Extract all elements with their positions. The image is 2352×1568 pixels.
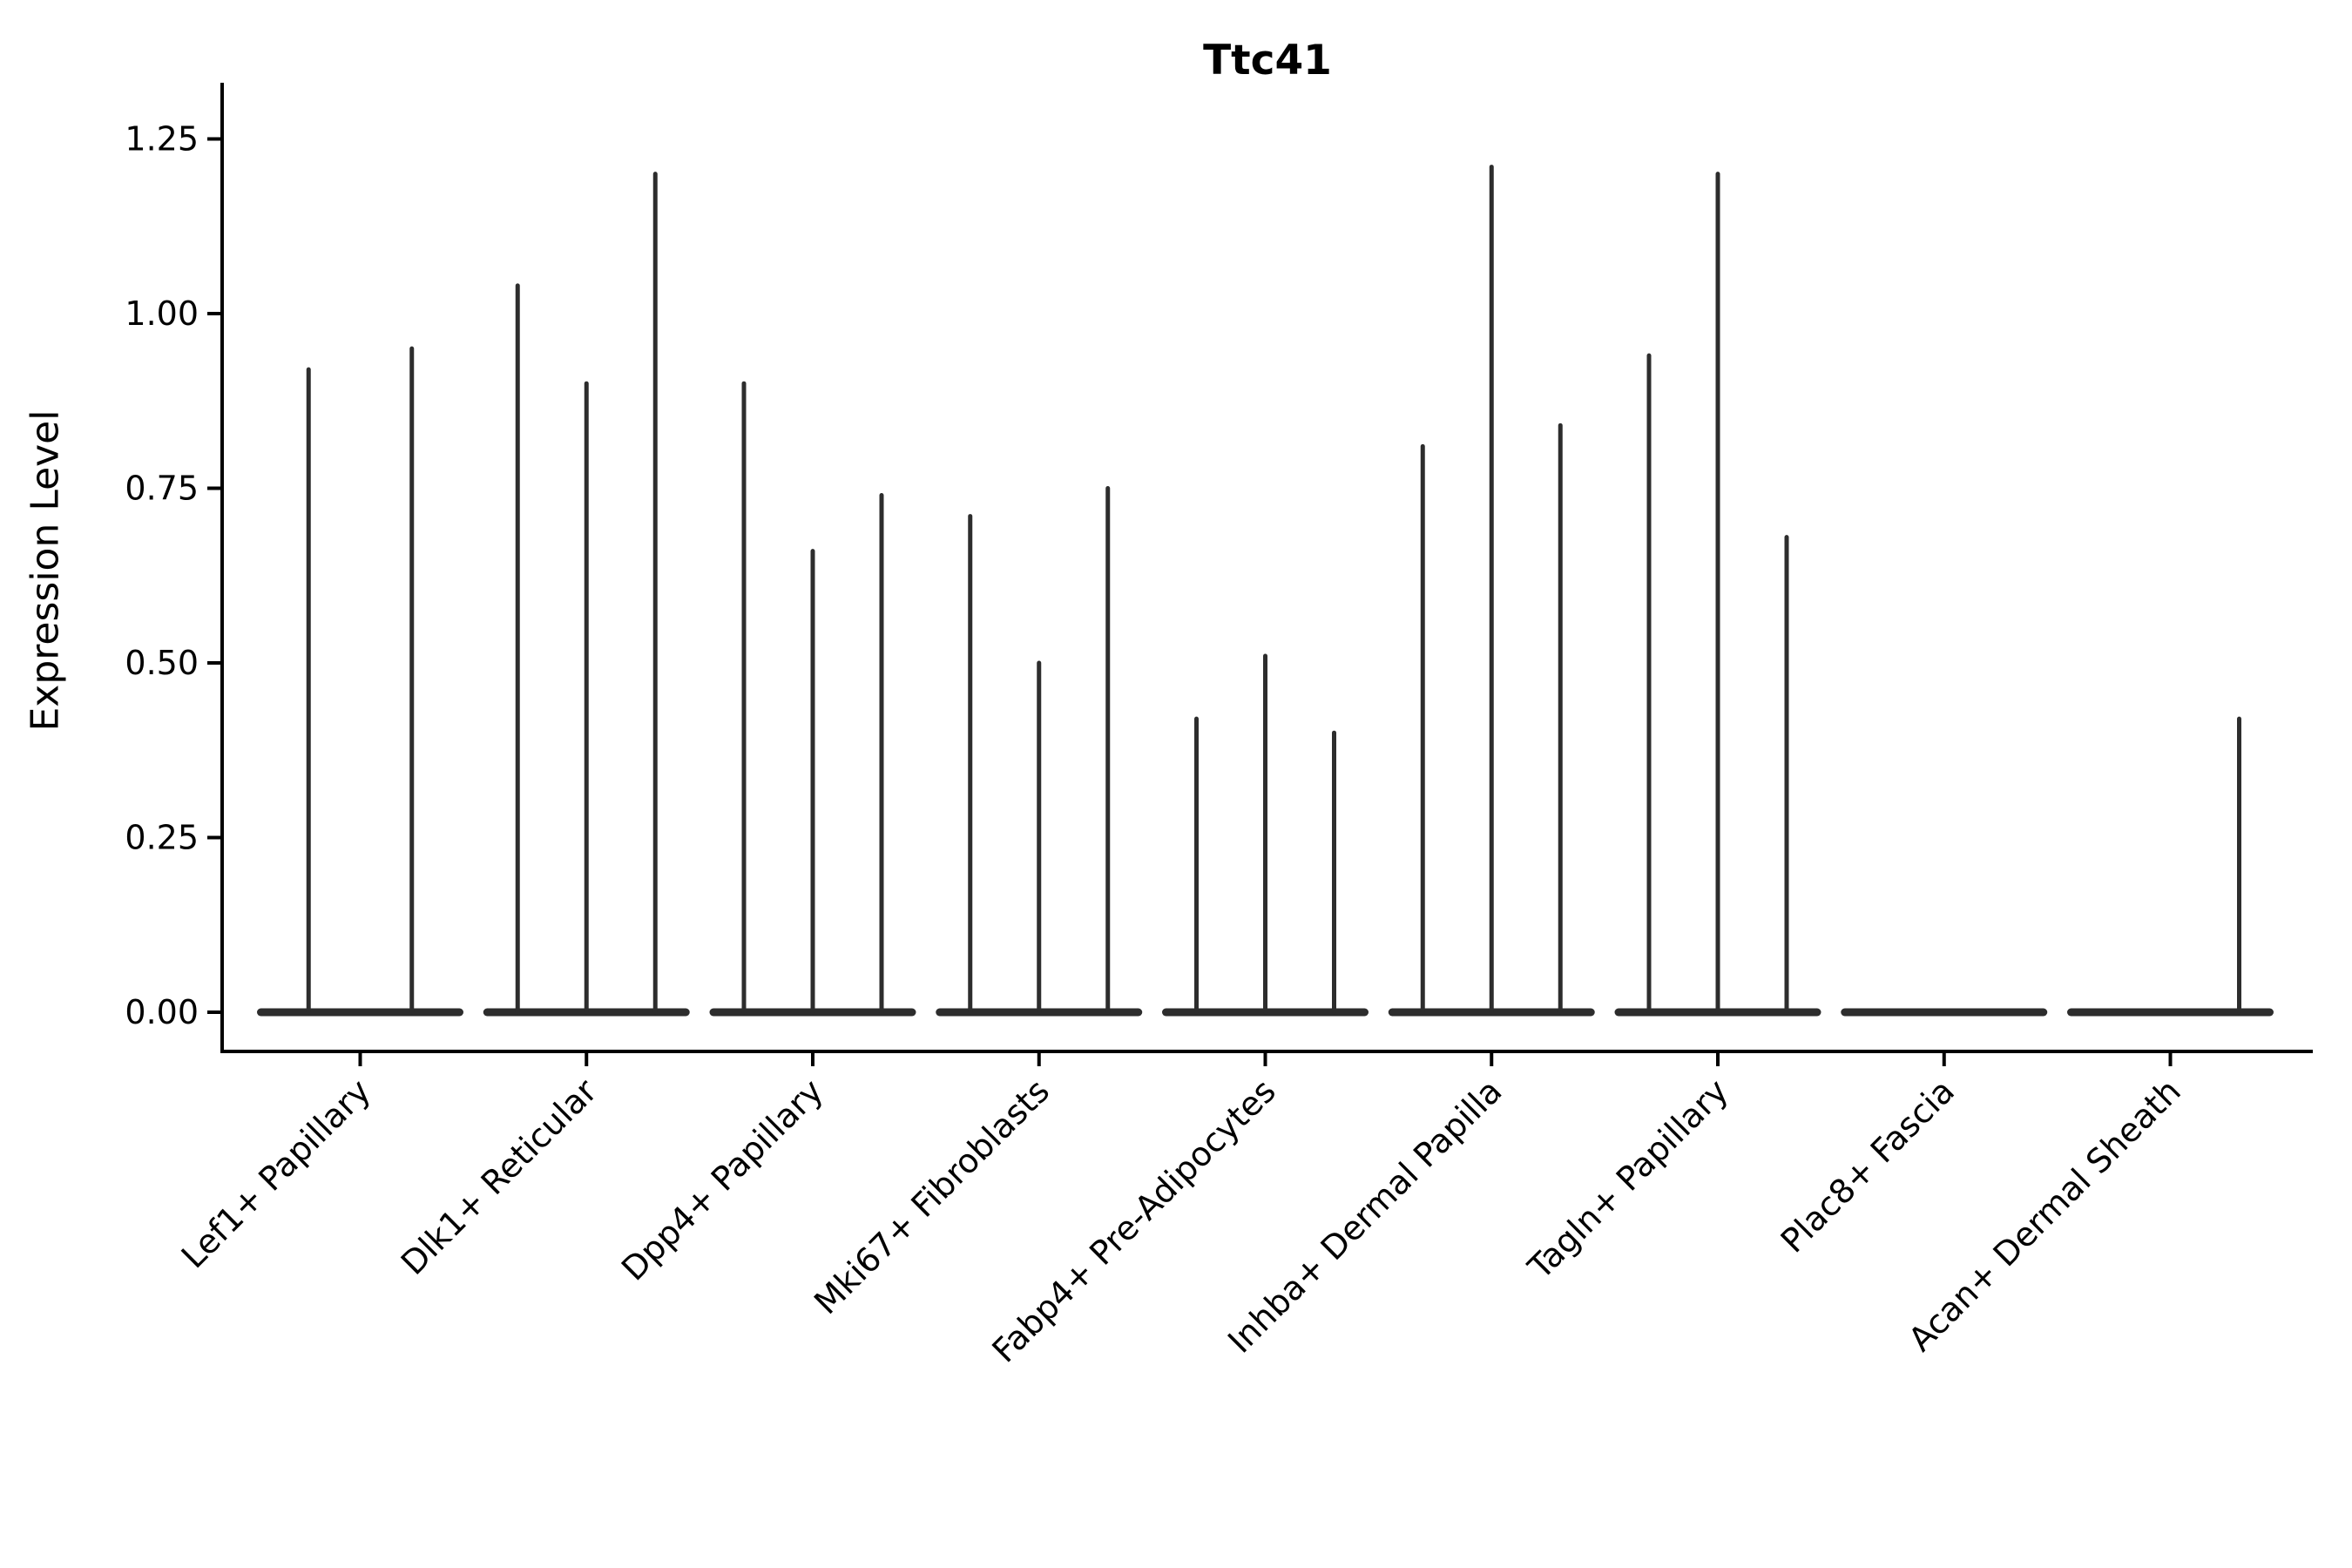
- category-label: Dpp4+ Papillary: [614, 1071, 830, 1288]
- category-label: Lef1+ Papillary: [174, 1071, 378, 1275]
- y-tick-label: 0.25: [125, 819, 199, 857]
- y-tick-label: 1.00: [125, 294, 199, 333]
- category-label: Plac8+ Fascia: [1774, 1071, 1962, 1260]
- chart-title: Ttc41: [1203, 37, 1332, 84]
- y-tick-label: 0.00: [125, 993, 199, 1031]
- violin-body: [257, 1008, 463, 1017]
- category-label: Dlk1+ Reticular: [394, 1071, 605, 1282]
- y-tick-label: 0.50: [125, 644, 199, 682]
- y-tick-label: 0.75: [125, 470, 199, 508]
- category-label: Tagln+ Papillary: [1520, 1071, 1735, 1287]
- y-tick-label: 1.25: [125, 120, 199, 159]
- category-label: Mki67+ Fibroblasts: [807, 1071, 1057, 1321]
- violin-body: [2067, 1008, 2274, 1017]
- violin-body: [1841, 1008, 2048, 1017]
